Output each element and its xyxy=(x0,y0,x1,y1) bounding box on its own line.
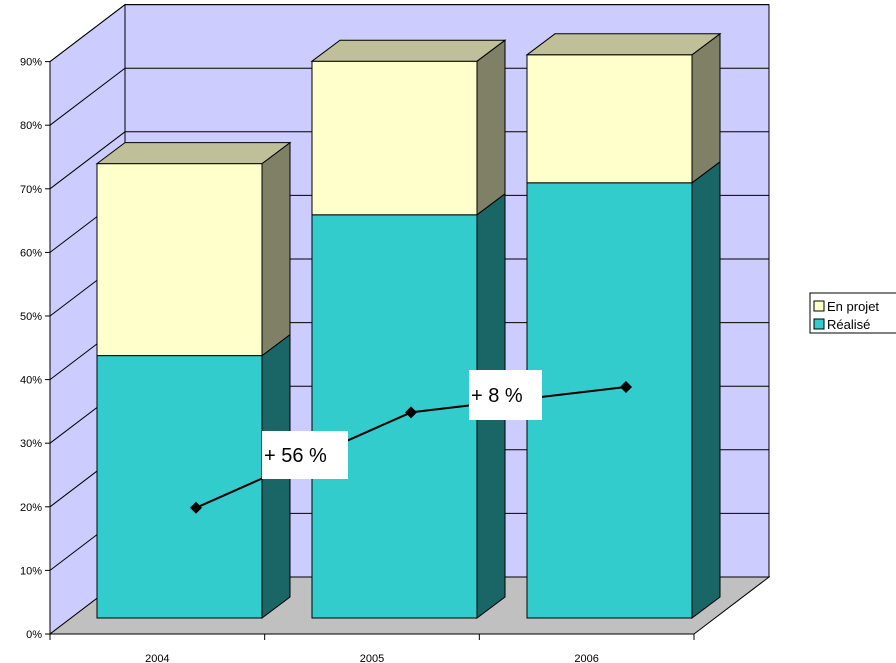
annotation-box xyxy=(469,370,542,420)
legend-label: Réalisé xyxy=(827,317,870,332)
bar-segment xyxy=(526,160,721,619)
y-tick-label: 40% xyxy=(20,375,42,387)
growth-annotation: + 56 % xyxy=(262,431,348,479)
trend-marker xyxy=(620,380,632,393)
x-tick-label: 2005 xyxy=(360,653,384,663)
legend-item: Réalisé xyxy=(813,317,870,332)
bar-front xyxy=(526,182,693,619)
annotation-label: + 56 % xyxy=(264,445,327,467)
bar-top xyxy=(525,33,722,56)
y-tick-label: 20% xyxy=(20,502,42,514)
bar-front xyxy=(311,60,478,216)
legend-item: En projet xyxy=(813,299,879,314)
annotation-label: + 8 % xyxy=(471,385,523,407)
bar-side xyxy=(691,160,721,619)
bar-segment xyxy=(525,32,722,184)
x-tick-label: 2004 xyxy=(145,653,169,663)
bar-side xyxy=(261,141,291,357)
bar-segment xyxy=(95,141,292,357)
gridline xyxy=(49,4,769,62)
bar-top xyxy=(310,39,507,62)
legend-swatch xyxy=(813,318,825,330)
y-tick-label: 30% xyxy=(20,438,42,450)
annotation-box xyxy=(262,431,348,479)
bar-front xyxy=(526,54,693,184)
y-tick-label: 70% xyxy=(20,184,42,196)
bar-segment xyxy=(311,192,506,619)
bar-side xyxy=(691,32,721,184)
legend: En projet Réalisé xyxy=(809,292,896,334)
x-tick-label: 2006 xyxy=(574,653,598,663)
trend-marker xyxy=(405,406,417,419)
bar-front xyxy=(96,163,263,357)
y-tick-label: 60% xyxy=(20,247,42,259)
bar-front xyxy=(311,214,478,619)
bar-segment xyxy=(96,333,291,619)
y-tick-label: 80% xyxy=(20,120,42,132)
legend-label: En projet xyxy=(827,299,879,314)
y-tick-label: 10% xyxy=(20,565,42,577)
bar-front xyxy=(96,355,263,619)
bar-top xyxy=(95,142,292,165)
y-tick-label: 90% xyxy=(20,57,42,69)
trend-marker xyxy=(190,501,202,514)
y-tick-label: 50% xyxy=(20,311,42,323)
growth-annotation: + 8 % xyxy=(469,370,542,420)
legend-swatch xyxy=(813,300,825,312)
y-tick-label: 0% xyxy=(26,629,42,641)
bar-segment xyxy=(310,39,507,216)
bar-side xyxy=(476,39,506,216)
